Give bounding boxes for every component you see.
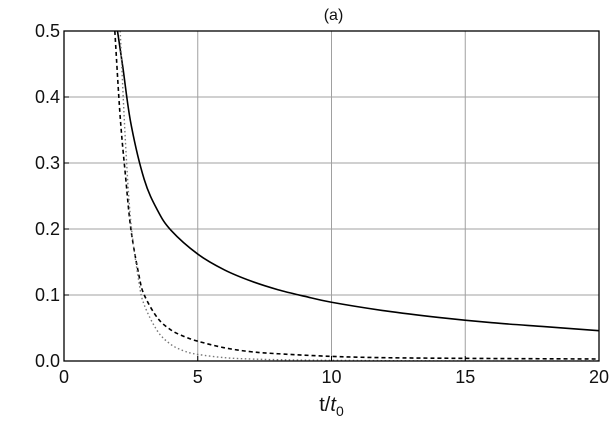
y-tick-label: 0.2 <box>35 219 60 239</box>
y-tick-label: 0.0 <box>35 351 60 371</box>
y-tick-label: 0.4 <box>35 87 60 107</box>
x-tick-label: 20 <box>589 367 609 387</box>
x-axis-label-main: t/ <box>319 394 331 416</box>
y-tick-label: 0.1 <box>35 285 60 305</box>
series-line-2-dashed <box>114 31 599 360</box>
grid <box>64 31 599 361</box>
chart-title: (a) <box>324 7 344 24</box>
x-axis-label: t/t0 <box>319 394 344 419</box>
x-axis-label-italic: t <box>330 394 337 416</box>
series-line-1-solid <box>116 31 599 332</box>
y-tick-label: 0.3 <box>35 153 60 173</box>
y-tick-label: 0.5 <box>35 21 60 41</box>
x-tick-label: 5 <box>193 367 203 387</box>
x-tick-label: 15 <box>455 367 475 387</box>
x-tick-label: 10 <box>321 367 341 387</box>
axes-ticks: 0 5 10 15 20 0.0 0.1 0.2 0.3 0.4 0.5 <box>35 21 609 387</box>
x-axis-label-subscript: 0 <box>336 403 344 419</box>
x-tick-label: 0 <box>59 367 69 387</box>
